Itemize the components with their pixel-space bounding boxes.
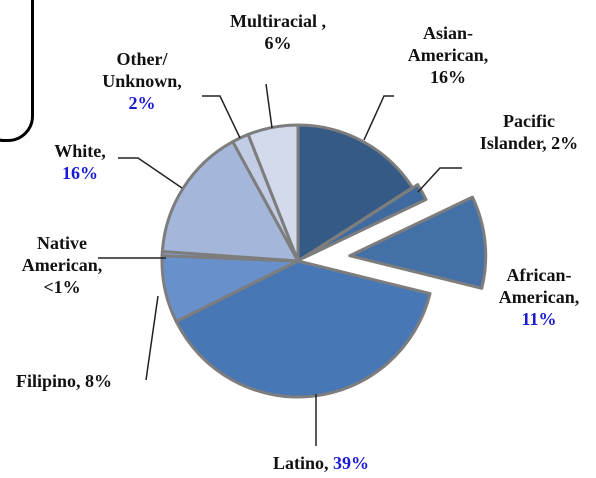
leader-asian xyxy=(363,95,394,141)
label-white: White, 16% xyxy=(54,141,106,183)
label-african-american: African- American, 11% xyxy=(498,265,580,329)
pie-slice-asian-american xyxy=(296,123,414,263)
leader-multiracial xyxy=(265,83,273,129)
label-filipino: Filipino, 8% xyxy=(16,371,113,391)
label-native-american: Native American, <1% xyxy=(21,233,103,297)
label-pacific-islander: Pacific Islander, 2% xyxy=(479,111,579,153)
leader-filipino xyxy=(145,295,159,381)
pie-slice-african-american xyxy=(348,195,488,290)
pie-slice-pacific-islander xyxy=(301,183,428,260)
pie-slice-latino xyxy=(174,259,432,399)
label-asian-american: Asian- American, 16% xyxy=(407,23,489,87)
label-latino: Latino, 39% xyxy=(272,453,369,473)
leader-pacific xyxy=(417,167,462,193)
leader-other xyxy=(202,95,241,139)
leader-white xyxy=(118,157,183,189)
pie-slice-white xyxy=(160,140,300,263)
label-other-unknown: Other/ Unknown, 2% xyxy=(102,49,182,113)
label-multiracial: Multiracial , 6% xyxy=(230,11,326,53)
